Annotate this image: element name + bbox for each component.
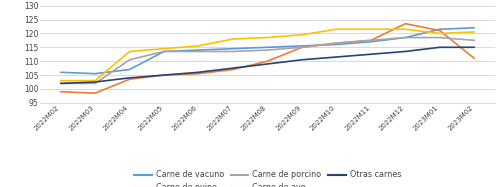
Carne de porcino	[58, 82, 64, 85]
Carne de vacuno	[230, 47, 236, 50]
Carne de porcino	[472, 39, 478, 42]
Carne de vacuno	[196, 49, 202, 51]
Carne de ovino	[264, 60, 270, 62]
Carne de ave	[126, 50, 132, 53]
Carne de vacuno	[264, 46, 270, 48]
Carne de vacuno	[368, 41, 374, 43]
Otras carnes	[437, 46, 443, 48]
Line: Carne de vacuno: Carne de vacuno	[60, 28, 474, 74]
Carne de ovino	[299, 46, 305, 48]
Carne de porcino	[161, 50, 167, 53]
Carne de ovino	[368, 39, 374, 42]
Carne de ovino	[437, 30, 443, 32]
Carne de ave	[58, 79, 64, 82]
Line: Carne de ovino: Carne de ovino	[60, 24, 474, 93]
Carne de vacuno	[161, 50, 167, 53]
Carne de ovino	[334, 42, 340, 44]
Carne de ave	[368, 28, 374, 30]
Carne de porcino	[196, 50, 202, 53]
Carne de porcino	[92, 82, 98, 85]
Carne de vacuno	[402, 36, 408, 39]
Carne de vacuno	[58, 71, 64, 73]
Otras carnes	[58, 82, 64, 85]
Carne de vacuno	[92, 73, 98, 75]
Carne de ovino	[472, 57, 478, 59]
Otras carnes	[368, 53, 374, 55]
Carne de porcino	[334, 42, 340, 44]
Carne de porcino	[402, 36, 408, 39]
Carne de ave	[230, 38, 236, 40]
Otras carnes	[299, 59, 305, 61]
Carne de ovino	[92, 92, 98, 94]
Line: Carne de porcino: Carne de porcino	[60, 38, 474, 83]
Otras carnes	[126, 77, 132, 79]
Carne de ovino	[126, 78, 132, 80]
Carne de ave	[161, 47, 167, 50]
Carne de vacuno	[472, 27, 478, 29]
Carne de porcino	[126, 59, 132, 61]
Carne de vacuno	[334, 43, 340, 46]
Carne de ovino	[402, 23, 408, 25]
Carne de ave	[334, 28, 340, 30]
Line: Carne de ave: Carne de ave	[60, 29, 474, 81]
Carne de porcino	[230, 50, 236, 53]
Carne de ave	[92, 79, 98, 82]
Otras carnes	[161, 74, 167, 76]
Otras carnes	[264, 63, 270, 65]
Carne de ovino	[230, 68, 236, 71]
Otras carnes	[196, 71, 202, 73]
Otras carnes	[92, 81, 98, 83]
Otras carnes	[230, 67, 236, 69]
Carne de porcino	[368, 39, 374, 42]
Carne de ave	[437, 32, 443, 35]
Legend: Carne de vacuno, Carne de ovino, Carne de porcino, Carne de ave, Otras carnes: Carne de vacuno, Carne de ovino, Carne d…	[131, 167, 404, 187]
Carne de vacuno	[437, 28, 443, 30]
Carne de ave	[402, 28, 408, 30]
Carne de ave	[264, 36, 270, 39]
Carne de ovino	[161, 74, 167, 76]
Carne de vacuno	[126, 68, 132, 71]
Carne de porcino	[299, 46, 305, 48]
Carne de porcino	[437, 36, 443, 39]
Otras carnes	[402, 50, 408, 53]
Carne de ovino	[58, 91, 64, 93]
Carne de vacuno	[299, 45, 305, 47]
Otras carnes	[472, 46, 478, 48]
Carne de ave	[299, 34, 305, 36]
Line: Otras carnes: Otras carnes	[60, 47, 474, 83]
Otras carnes	[334, 56, 340, 58]
Carne de porcino	[264, 49, 270, 51]
Carne de ave	[196, 45, 202, 47]
Carne de ave	[472, 31, 478, 33]
Carne de ovino	[196, 73, 202, 75]
